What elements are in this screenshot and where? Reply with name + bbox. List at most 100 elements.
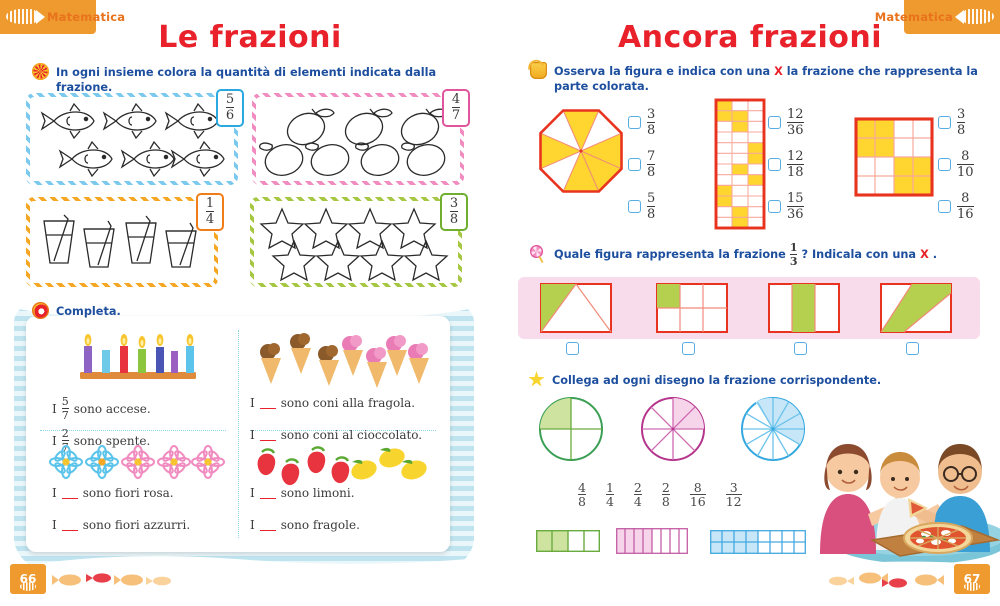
checkbox[interactable] bbox=[682, 342, 695, 355]
exercise2-prompt-left: Completa. bbox=[32, 302, 121, 319]
card-vertical-divider bbox=[238, 330, 239, 538]
option-c-1[interactable]: 3 8 bbox=[938, 108, 966, 137]
fraction-denominator: 16 bbox=[689, 494, 706, 510]
page-title-right: Ancora frazioni bbox=[617, 20, 883, 55]
sentence-blue-flowers: I sono fiori azzurri. bbox=[52, 518, 190, 532]
fraction-numerator: 3 bbox=[647, 107, 656, 122]
checkbox[interactable] bbox=[938, 116, 951, 130]
bar-sixteenths[interactable] bbox=[710, 530, 806, 554]
fish-group-art bbox=[40, 102, 225, 178]
square-grid-figure[interactable] bbox=[854, 116, 934, 198]
sentence-pink-flowers: I sono fiori rosa. bbox=[52, 486, 174, 500]
answer-blank[interactable] bbox=[259, 430, 276, 441]
bar-eighths[interactable] bbox=[616, 528, 688, 554]
bar-fourths[interactable] bbox=[535, 529, 600, 553]
checkbox[interactable] bbox=[628, 116, 641, 130]
checkbox[interactable] bbox=[628, 200, 641, 214]
set-box-fish[interactable] bbox=[26, 93, 238, 185]
checkbox-figure-3[interactable] bbox=[794, 340, 807, 359]
sentence-strawberry-cones: I sono coni alla fragola. bbox=[250, 396, 415, 410]
tall-grid-figure[interactable] bbox=[714, 98, 766, 230]
checkbox[interactable] bbox=[906, 342, 919, 355]
fraction-numerator: 4 bbox=[451, 92, 461, 108]
lollipop-icon bbox=[530, 245, 547, 262]
fraction-numerator: 15 bbox=[787, 191, 804, 206]
sentence-text: sono coni alla fragola. bbox=[280, 396, 416, 410]
sentence-prefix: I bbox=[250, 486, 255, 500]
sentence-strawberries: I sono fragole. bbox=[250, 518, 360, 532]
fraction-tag-lemons: 4 7 bbox=[442, 89, 470, 127]
circle-twelfths[interactable] bbox=[740, 396, 806, 462]
shell-icon bbox=[32, 302, 49, 319]
page-title-left: Le frazioni bbox=[158, 20, 342, 55]
set-box-glasses[interactable] bbox=[26, 197, 218, 287]
option-fraction: 15 36 bbox=[787, 192, 804, 221]
fish-icon bbox=[6, 9, 36, 24]
answer-blank[interactable] bbox=[259, 398, 276, 409]
checkbox[interactable] bbox=[628, 158, 641, 172]
answer-blank[interactable] bbox=[61, 520, 78, 531]
option-b-1[interactable]: 12 36 bbox=[768, 108, 804, 137]
fraction-option[interactable]: 2 8 bbox=[661, 480, 670, 508]
corner-tab-left bbox=[0, 0, 96, 34]
answer-blank[interactable] bbox=[259, 488, 276, 499]
octagon-figure[interactable] bbox=[538, 108, 624, 194]
checkbox-figure-1[interactable] bbox=[566, 340, 579, 359]
option-a-3[interactable]: 5 8 bbox=[628, 192, 656, 221]
checkbox[interactable] bbox=[768, 200, 781, 214]
fraction-denominator: 16 bbox=[957, 205, 974, 222]
fraction-option[interactable]: 3 12 bbox=[725, 481, 742, 510]
fraction-option[interactable]: 2 4 bbox=[633, 481, 642, 508]
figure-vertical-thirds[interactable] bbox=[768, 283, 840, 333]
lemon-group-art bbox=[258, 108, 449, 176]
sentence-chocolate-cones: I sono coni al cioccolato. bbox=[250, 428, 422, 442]
figure-triangle-in-rect[interactable] bbox=[540, 283, 612, 333]
fraction-numerator: 3 bbox=[449, 196, 459, 212]
exercise2-instruction-part2: ? Indicala con una bbox=[801, 247, 917, 261]
sentence-prefix: I bbox=[52, 401, 57, 416]
fraction-denominator: 8 bbox=[647, 121, 656, 138]
answer-blank[interactable] bbox=[61, 488, 78, 499]
figure-grid-2x3[interactable] bbox=[656, 283, 728, 333]
checkbox[interactable] bbox=[794, 342, 807, 355]
option-a-2[interactable]: 7 8 bbox=[628, 149, 656, 179]
option-c-3[interactable]: 8 16 bbox=[938, 192, 974, 221]
circle-quarters[interactable] bbox=[538, 396, 604, 462]
figure-diagonal-band[interactable] bbox=[880, 283, 952, 333]
fraction-numerator: 7 bbox=[647, 149, 656, 164]
checkbox[interactable] bbox=[768, 158, 781, 172]
answer-blank[interactable] bbox=[259, 520, 276, 531]
sentence-prefix: I bbox=[250, 518, 255, 532]
checkbox-figure-4[interactable] bbox=[906, 340, 919, 359]
fraction-option[interactable]: 1 4 bbox=[605, 481, 614, 508]
option-b-3[interactable]: 15 36 bbox=[768, 192, 804, 221]
fraction-denominator: 12 bbox=[725, 494, 742, 510]
ball-icon bbox=[32, 63, 49, 80]
set-box-stars[interactable] bbox=[250, 197, 462, 287]
checkbox[interactable] bbox=[938, 200, 951, 214]
set-box-lemons[interactable] bbox=[252, 93, 464, 185]
fraction-numerator: 8 bbox=[961, 191, 970, 206]
option-c-2[interactable]: 8 10 bbox=[938, 150, 974, 179]
fraction-tag-glasses: 1 4 bbox=[196, 193, 224, 231]
exercise3-instruction: Collega ad ogni disegno la frazione corr… bbox=[552, 374, 882, 387]
sea-decoration-left bbox=[0, 548, 500, 606]
page-number-left: 66 bbox=[10, 564, 46, 594]
option-fraction: 5 8 bbox=[647, 192, 656, 221]
sentence-prefix: I bbox=[52, 518, 57, 532]
completa-card: I 5 7 sono accese. I 2 7 sono spente. bbox=[26, 316, 450, 552]
fraction-options-row: 4 8 1 4 2 4 2 8 8 16 3 12 bbox=[578, 481, 742, 508]
option-b-2[interactable]: 12 18 bbox=[768, 150, 804, 179]
fraction-tag-fish: 5 6 bbox=[216, 89, 244, 127]
mini-fish-row-right bbox=[829, 572, 944, 588]
checkbox[interactable] bbox=[938, 158, 951, 172]
checkbox[interactable] bbox=[566, 342, 579, 355]
option-a-1[interactable]: 3 8 bbox=[628, 107, 656, 138]
fraction-numerator: 1 bbox=[205, 196, 215, 212]
fraction-option[interactable]: 4 8 bbox=[578, 481, 586, 508]
checkbox[interactable] bbox=[768, 116, 781, 130]
checkbox-figure-2[interactable] bbox=[682, 340, 695, 359]
fraction-numerator: 2 bbox=[661, 480, 670, 495]
circle-eighths[interactable] bbox=[640, 396, 706, 462]
fraction-option[interactable]: 8 16 bbox=[689, 481, 706, 510]
